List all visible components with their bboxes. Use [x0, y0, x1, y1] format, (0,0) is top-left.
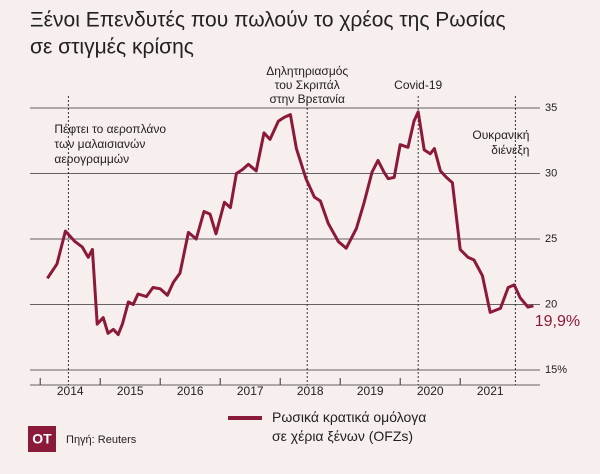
x-tick-label: 2019 — [357, 384, 384, 398]
y-tick-label: 15% — [545, 364, 567, 376]
annotation: διένεξη — [491, 143, 529, 157]
chart-title: σε στιγμές κρίσης — [30, 36, 194, 59]
logo: OT — [32, 431, 52, 447]
x-tick-label: 2018 — [297, 384, 324, 398]
data-label: 19,9% — [535, 313, 580, 330]
x-tick-label: 2020 — [417, 384, 444, 398]
x-tick-label: 2016 — [177, 384, 204, 398]
legend-label: Ρωσικά κρατικά ομόλογα σε χέρια ξένων (OF… — [272, 409, 426, 444]
y-tick-label: 20 — [545, 298, 557, 310]
x-tick-label: 2015 — [117, 384, 144, 398]
annotation: στην Βρετανία — [269, 92, 345, 106]
chart-title: Ξένοι Επενδυτές που πωλούν το χρέος της … — [30, 9, 506, 32]
x-tick-label: 2021 — [477, 384, 504, 398]
y-tick-label: 25 — [545, 233, 557, 245]
y-tick-label: 30 — [545, 167, 557, 179]
source: Πηγή: Reuters — [66, 434, 137, 446]
line — [46, 110, 534, 337]
annotation: Ουκρανική — [472, 128, 529, 142]
annotation: Πέφτει το αεροπλάνο — [54, 122, 166, 136]
logo-box — [28, 426, 56, 452]
y-tick-label: 35 — [545, 102, 557, 114]
annotation: των μαλαισιανών — [54, 137, 145, 151]
annotation: Δηλητηριασμός — [266, 64, 348, 78]
annotation: Covid-19 — [394, 78, 442, 92]
x-tick-label: 2014 — [57, 384, 84, 398]
annotation: του Σκριπάλ — [275, 78, 340, 92]
x-tick-label: 2017 — [237, 384, 264, 398]
annotation: αερογραμμών — [54, 152, 129, 166]
